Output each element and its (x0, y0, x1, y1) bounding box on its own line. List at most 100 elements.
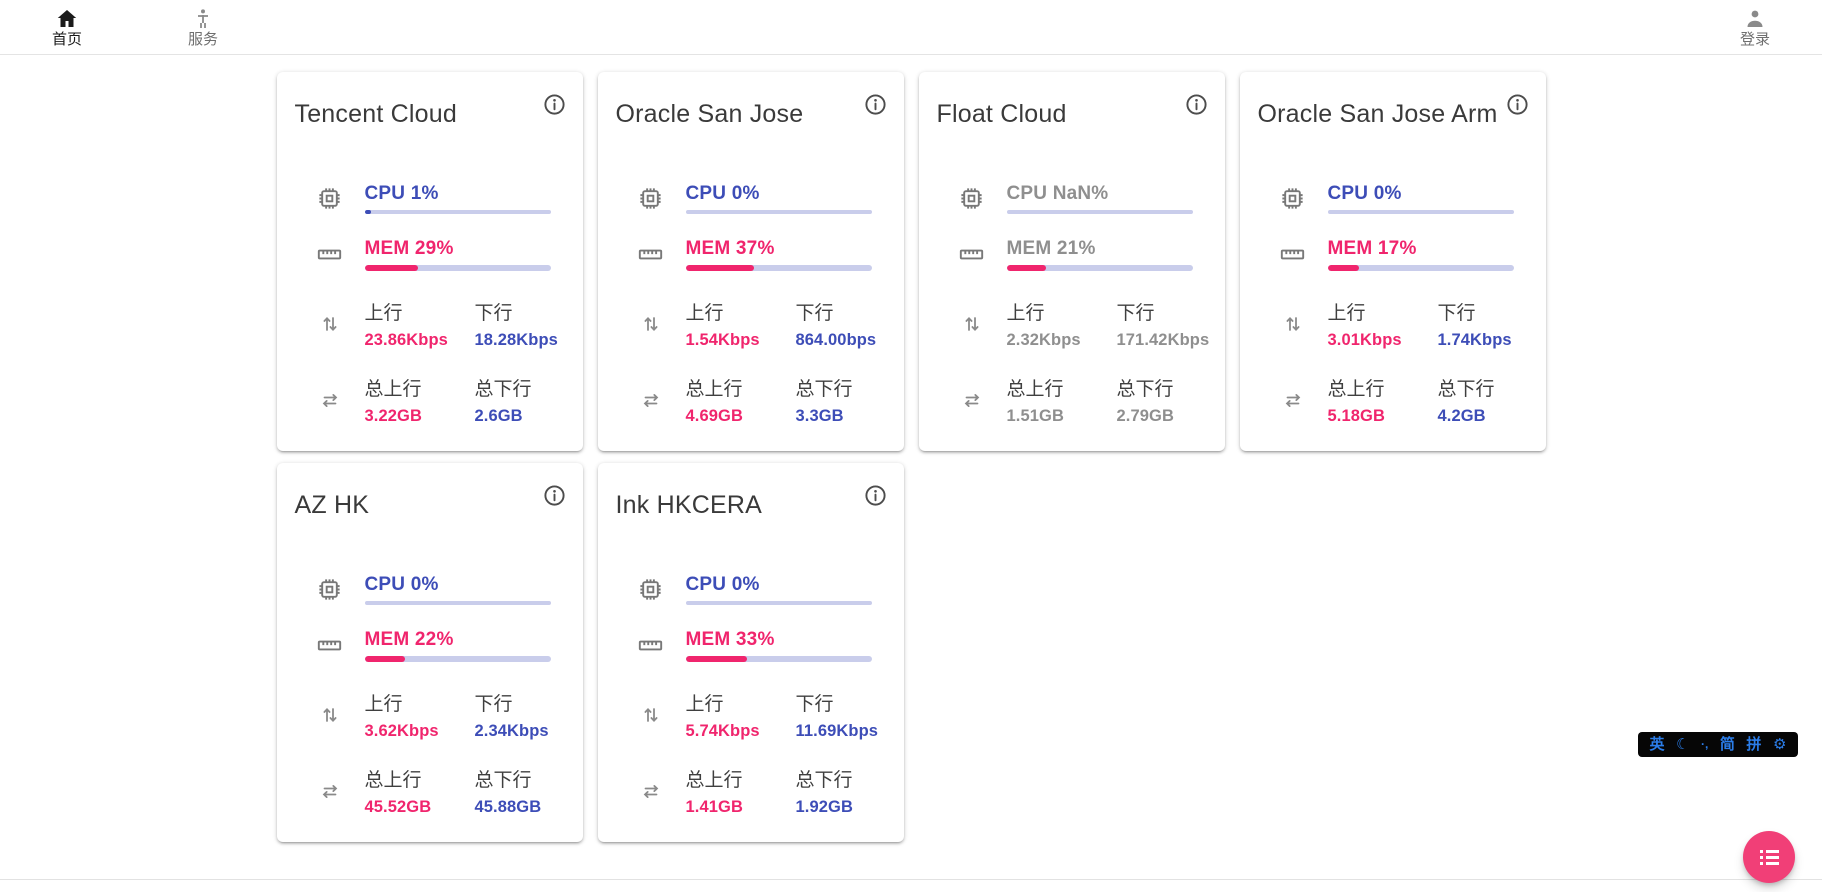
ime-lang-en[interactable]: 英 (1649, 736, 1665, 753)
cpu-chip-icon (616, 185, 686, 212)
total-upload-value: 1.41GB (685, 798, 743, 816)
info-icon[interactable] (1506, 92, 1530, 116)
download-label: 下行 (795, 694, 834, 715)
nav-item-services[interactable]: 服务 (180, 7, 226, 48)
total-upload-label: 总上行 (685, 770, 743, 791)
ime-toolbar[interactable]: 英 ☾ ·, 简 拼 ⚙ (1638, 732, 1798, 757)
speed-row: 上行 2.32Kbps 下行 171.42Kbps (937, 298, 1209, 350)
total-upload-label: 总上行 (1006, 379, 1064, 400)
mem-usage-label: MEM 21% (1006, 238, 1096, 259)
mem-usage-label: MEM 29% (364, 238, 454, 259)
info-icon[interactable] (1185, 92, 1209, 116)
nav-item-label: 服务 (187, 30, 218, 48)
total-upload-value: 45.52GB (364, 798, 432, 816)
server-list-fab[interactable] (1743, 831, 1795, 883)
speed-row: 上行 5.74Kbps 下行 11.69Kbps (616, 689, 886, 741)
download-label: 下行 (1116, 303, 1155, 324)
total-download-label: 总下行 (795, 770, 853, 791)
nav-item-login[interactable]: 登录 (1732, 7, 1778, 48)
total-download-label: 总下行 (474, 770, 532, 791)
ime-moon-icon[interactable]: ☾ (1676, 736, 1690, 753)
total-download-value: 45.88GB (474, 798, 542, 816)
server-name: Tencent Cloud (294, 100, 457, 128)
server-cards-grid: Tencent Cloud CPU 1% (276, 72, 1546, 842)
total-download-label: 总下行 (474, 379, 532, 400)
upload-label: 上行 (1006, 303, 1045, 324)
info-icon[interactable] (864, 92, 888, 116)
total-upload-value: 5.18GB (1327, 407, 1385, 425)
server-name: Float Cloud (936, 100, 1067, 128)
nav-item-home[interactable]: 首页 (44, 7, 90, 48)
person-icon (1743, 7, 1767, 31)
swap-horizontal-arrows-icon (295, 388, 365, 412)
memory-ruler-icon (616, 632, 686, 659)
speed-row: 上行 3.62Kbps 下行 2.34Kbps (295, 689, 565, 741)
cpu-usage-label: CPU 1% (364, 183, 439, 204)
info-icon[interactable] (543, 483, 567, 507)
swap-vertical-arrows-icon (616, 703, 686, 727)
upload-label: 上行 (1327, 303, 1366, 324)
download-label: 下行 (474, 694, 513, 715)
ime-punctuation-icon[interactable]: ·, (1701, 737, 1709, 751)
download-label: 下行 (1437, 303, 1476, 324)
upload-value: 3.62Kbps (364, 722, 439, 740)
upload-value: 1.54Kbps (685, 331, 760, 349)
cpu-row: CPU 1% (295, 183, 565, 214)
info-icon[interactable] (543, 92, 567, 116)
cpu-progress-track (685, 601, 872, 605)
person-standing-icon (191, 7, 215, 31)
cpu-usage-label: CPU 0% (685, 574, 760, 595)
swap-vertical-arrows-icon (295, 312, 365, 336)
totals-row: 总上行 1.41GB 总下行 1.92GB (616, 765, 886, 817)
cpu-chip-icon (295, 576, 365, 603)
speed-row: 上行 3.01Kbps 下行 1.74Kbps (1258, 298, 1528, 350)
total-download-value: 3.3GB (795, 407, 844, 425)
swap-horizontal-arrows-icon (937, 388, 1007, 412)
swap-horizontal-arrows-icon (295, 779, 365, 803)
memory-ruler-icon (295, 632, 365, 659)
cpu-row: CPU 0% (295, 574, 565, 605)
top-nav: 首页 服务 登录 (0, 0, 1822, 55)
swap-vertical-arrows-icon (295, 703, 365, 727)
info-icon[interactable] (864, 483, 888, 507)
download-value: 2.34Kbps (474, 722, 549, 740)
cpu-row: CPU 0% (616, 183, 886, 214)
cpu-row: CPU NaN% (937, 183, 1207, 214)
ime-settings-gear-icon[interactable]: ⚙ (1772, 736, 1787, 753)
total-upload-label: 总上行 (685, 379, 743, 400)
totals-row: 总上行 4.69GB 总下行 3.3GB (616, 374, 886, 426)
cpu-chip-icon (295, 185, 365, 212)
nav-item-label: 登录 (1739, 30, 1770, 48)
upload-label: 上行 (685, 694, 724, 715)
mem-row: MEM 29% (295, 238, 565, 271)
server-name: Oracle San Jose Arm (1257, 100, 1498, 128)
totals-row: 总上行 45.52GB 总下行 45.88GB (295, 765, 565, 817)
download-value: 11.69Kbps (795, 722, 879, 740)
cpu-chip-icon (616, 576, 686, 603)
total-download-value: 2.6GB (474, 407, 523, 425)
mem-usage-label: MEM 22% (364, 629, 454, 650)
server-card: Ink HKCERA CPU 0% (597, 463, 904, 842)
upload-label: 上行 (685, 303, 724, 324)
total-download-value: 4.2GB (1437, 407, 1486, 425)
memory-ruler-icon (937, 241, 1007, 268)
memory-ruler-icon (295, 241, 365, 268)
download-value: 864.00bps (795, 331, 877, 349)
total-upload-value: 3.22GB (364, 407, 422, 425)
ime-simplified[interactable]: 简 (1719, 736, 1735, 753)
mem-progress-fill (685, 656, 747, 662)
swap-vertical-arrows-icon (616, 312, 686, 336)
cpu-usage-label: CPU NaN% (1006, 183, 1109, 204)
mem-progress-fill (1327, 265, 1360, 271)
home-icon (55, 7, 79, 31)
total-upload-label: 总上行 (364, 770, 422, 791)
cpu-row: CPU 0% (616, 574, 886, 605)
mem-progress-track (364, 656, 551, 662)
swap-horizontal-arrows-icon (1258, 388, 1328, 412)
cpu-progress-track (1327, 210, 1514, 214)
upload-label: 上行 (364, 303, 403, 324)
ime-pinyin[interactable]: 拼 (1746, 736, 1762, 753)
memory-ruler-icon (1258, 241, 1328, 268)
server-name: Ink HKCERA (615, 491, 762, 519)
mem-row: MEM 37% (616, 238, 886, 271)
